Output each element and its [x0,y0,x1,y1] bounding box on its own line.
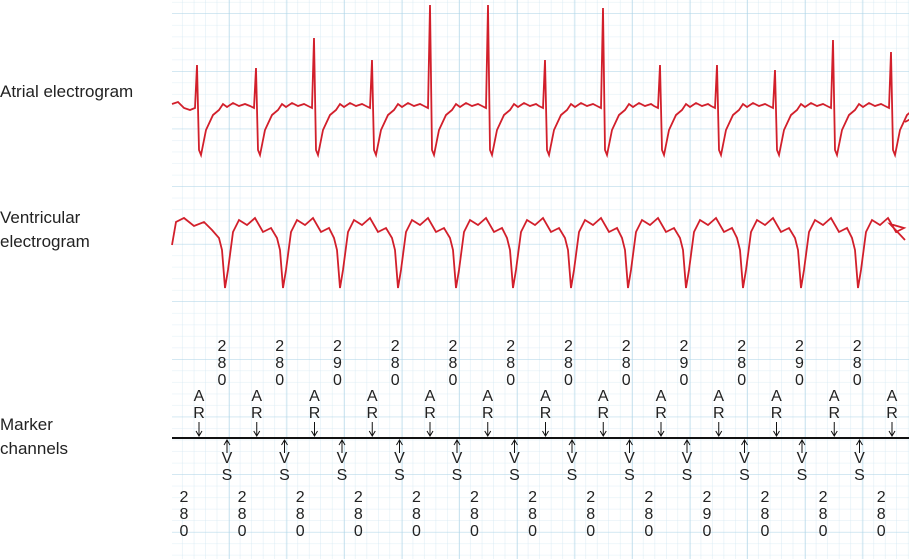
atrial-marker: AR [308,388,321,422]
atrial-interval: 290 [333,338,342,389]
atrial-marker: AR [193,388,205,422]
arrow [453,439,461,453]
arrow [657,422,665,437]
grid [172,0,909,559]
arrow [195,422,203,437]
ventricular-interval: 280 [760,489,770,540]
atrial-marker: AR [597,388,610,422]
marker-label: Marker channels [0,415,69,458]
arrow [798,439,806,453]
atrial-marker: AR [712,388,725,422]
arrow [856,439,863,453]
arrow [683,439,691,453]
atrial-label: Atrial electrogram [0,82,134,101]
atrial-marker: AR [655,388,667,422]
arrow [281,439,288,453]
atrial-interval: 280 [275,338,285,389]
arrow [484,422,492,437]
arrow [338,439,346,453]
arrow [223,439,231,453]
arrow [253,422,261,437]
arrow [830,422,838,437]
arrow [396,439,403,453]
atrial-interval: 290 [795,338,804,389]
arrow [311,422,318,437]
atrial-interval: 280 [390,338,400,389]
arrow [741,439,748,453]
atrial-marker: AR [828,388,841,422]
ventricular-marker: VS [509,450,520,484]
atrial-marker: AR [481,388,494,422]
arrow [511,439,518,453]
ventricular-marker: VS [394,450,405,484]
arrow [599,422,607,437]
atrial-interval: 280 [737,338,747,389]
ventricular-interval: 280 [876,489,886,540]
ventricular-marker: VS [796,450,808,484]
ventricular-marker: VS [739,450,750,484]
ventricular-interval: 280 [818,489,828,540]
ventricular-interval: 280 [470,489,479,540]
arrow [626,439,633,453]
ventricular-marker: VS [221,450,233,484]
atrial-trace [171,4,909,159]
ventricular-label: Ventricular electrogram [0,208,90,251]
ventricular-marker: VS [681,450,693,484]
ventricular-marker: VS [451,450,463,484]
atrial-interval: 290 [679,338,689,389]
ventricular-interval: 280 [353,489,363,540]
atrial-marker: AR [250,388,263,422]
ventricular-interval: 290 [702,489,712,540]
atrial-interval: 280 [506,338,516,389]
atrial-marker: AR [366,388,379,422]
arrow [542,422,549,437]
arrow [773,422,780,437]
atrial-interval: 280 [852,338,862,389]
ventricular-interval: 280 [411,489,421,540]
atrial-marker: AR [539,388,552,422]
ventricular-interval: 280 [528,489,538,540]
atrial-marker: AR [770,388,783,422]
arrow [368,422,376,437]
atrial-marker: AR [886,388,898,422]
atrial-marker: AR [424,388,436,422]
ventricular-interval: 280 [644,489,654,540]
ventricular-interval: 280 [586,489,596,540]
arrow [888,422,896,437]
ventricular-marker: VS [279,450,290,484]
ventricular-marker: VS [854,450,865,484]
atrial-interval: 280 [564,338,573,389]
ventricular-marker: VS [336,450,348,484]
atrial-interval: 280 [217,338,227,389]
arrow [568,439,576,453]
ventricular-marker: VS [566,450,578,484]
ventricular-interval: 280 [237,489,247,540]
ventricular-trace [171,216,907,289]
ventricular-interval: 280 [179,489,189,540]
arrow [715,422,723,437]
ventricular-marker: VS [624,450,635,484]
ventricular-interval: 280 [295,489,305,540]
atrial-interval: 280 [448,338,458,389]
arrow [426,422,434,437]
atrial-interval: 280 [621,338,631,389]
